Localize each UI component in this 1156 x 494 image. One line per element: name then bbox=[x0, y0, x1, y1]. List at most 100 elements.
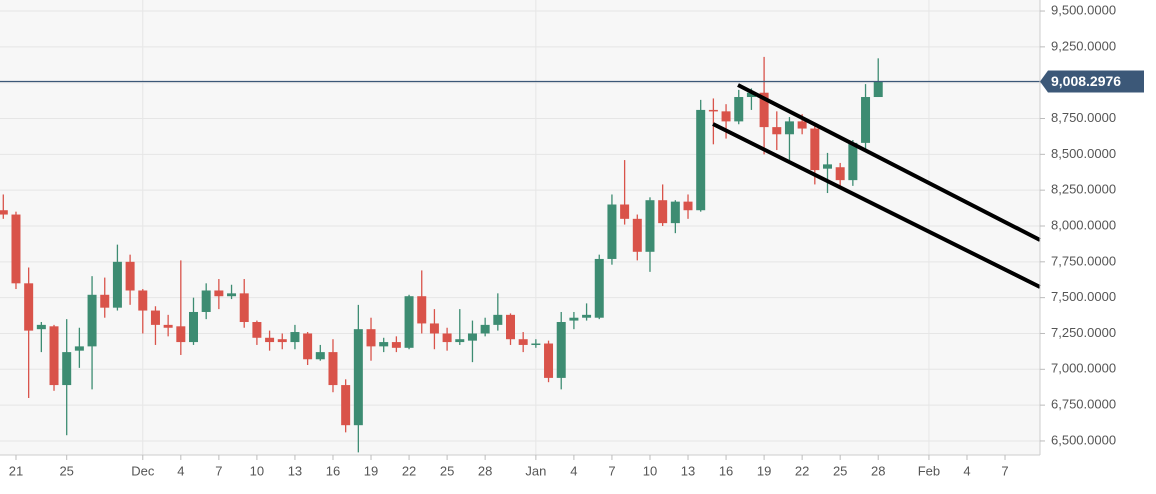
candle-body bbox=[797, 121, 807, 129]
candle-body bbox=[138, 290, 148, 311]
candle-body bbox=[480, 324, 490, 334]
candle-body bbox=[556, 322, 566, 378]
candle-body bbox=[265, 337, 275, 343]
candle-body bbox=[746, 92, 756, 98]
x-tick-label: 13 bbox=[681, 463, 695, 478]
candle-body bbox=[861, 97, 871, 143]
x-tick-label: 25 bbox=[833, 463, 847, 478]
candle-body bbox=[239, 293, 249, 323]
x-tick-label: 21 bbox=[9, 463, 23, 478]
x-tick-label: 7 bbox=[608, 463, 615, 478]
candle-body bbox=[721, 111, 731, 122]
candle-body bbox=[645, 200, 655, 252]
candle-body bbox=[759, 92, 769, 128]
candle-body bbox=[708, 109, 718, 112]
y-tick-label: 7,500.0000 bbox=[1051, 289, 1116, 304]
candles bbox=[0, 56, 1040, 453]
candle-body bbox=[506, 314, 515, 340]
x-tick-label: 10 bbox=[250, 463, 264, 478]
x-tick-label: 16 bbox=[719, 463, 733, 478]
candle-body bbox=[696, 109, 706, 211]
candle-body bbox=[176, 326, 186, 343]
candle-body bbox=[391, 342, 401, 348]
candle-body bbox=[227, 293, 237, 297]
x-tick-label: 28 bbox=[478, 463, 492, 478]
candle-body bbox=[518, 339, 528, 345]
candle-body bbox=[594, 258, 604, 318]
candle-body bbox=[544, 343, 554, 378]
y-tick-label: 8,250.0000 bbox=[1051, 182, 1116, 197]
trend-line bbox=[712, 122, 1041, 289]
candle-body bbox=[353, 329, 363, 426]
candle-body bbox=[417, 296, 427, 324]
candle-body bbox=[303, 333, 313, 360]
candle-body bbox=[848, 142, 858, 181]
x-tick-label: 13 bbox=[288, 463, 302, 478]
y-tick-label: 9,250.0000 bbox=[1051, 38, 1116, 53]
x-tick-label: 25 bbox=[59, 463, 73, 478]
x-tick-label: 19 bbox=[364, 463, 378, 478]
y-tick-label: 8,000.0000 bbox=[1051, 217, 1116, 232]
x-tick-label: 4 bbox=[177, 463, 184, 478]
candle-body bbox=[531, 343, 541, 346]
x-tick-label: Dec bbox=[131, 463, 155, 478]
candle-body bbox=[670, 201, 680, 224]
x-tick-label: Jan bbox=[525, 463, 546, 478]
y-tick-label: 8,500.0000 bbox=[1051, 146, 1116, 161]
x-tick-label: 22 bbox=[402, 463, 416, 478]
last-price-marker bbox=[1040, 70, 1144, 93]
candle-body bbox=[24, 283, 34, 331]
candle-body bbox=[442, 333, 452, 343]
x-tick-label: 7 bbox=[1001, 463, 1008, 478]
candle-body bbox=[404, 296, 414, 348]
y-tick-label: 7,750.0000 bbox=[1051, 253, 1116, 268]
y-tick-label: 9,500.0000 bbox=[1051, 2, 1116, 17]
candle-body bbox=[163, 324, 173, 328]
candle-body bbox=[734, 97, 744, 122]
candle-body bbox=[366, 329, 376, 347]
y-tick-label: 8,750.0000 bbox=[1051, 110, 1116, 125]
candle-body bbox=[87, 294, 97, 347]
candle-body bbox=[100, 294, 110, 308]
x-tick-label: 25 bbox=[440, 463, 454, 478]
candle-body bbox=[582, 314, 592, 318]
candle-body bbox=[36, 324, 46, 330]
candle-body bbox=[214, 290, 224, 297]
candle-body bbox=[189, 311, 198, 343]
y-tick-label: 7,000.0000 bbox=[1051, 361, 1116, 376]
candle-body bbox=[341, 385, 351, 426]
candle-body bbox=[328, 352, 338, 386]
candle-body bbox=[11, 214, 21, 284]
grid bbox=[0, 0, 1040, 455]
candle-body bbox=[290, 332, 300, 343]
candle-body bbox=[658, 200, 668, 224]
trend-line bbox=[737, 83, 1041, 242]
x-tick-label: 16 bbox=[326, 463, 340, 478]
y-tick-label: 6,500.0000 bbox=[1051, 432, 1116, 447]
candle-body bbox=[835, 167, 845, 181]
candle-body bbox=[125, 261, 135, 291]
x-tick-label: 10 bbox=[643, 463, 657, 478]
x-tick-label: 22 bbox=[795, 463, 809, 478]
candle-body bbox=[315, 352, 325, 360]
candle-body bbox=[569, 317, 579, 321]
x-tick-label: Feb bbox=[918, 463, 940, 478]
candle-body bbox=[455, 339, 465, 343]
plot-area bbox=[0, 0, 1040, 455]
candle-body bbox=[607, 204, 617, 259]
candle-body bbox=[784, 121, 794, 135]
candle-body bbox=[429, 323, 439, 334]
candle-body bbox=[150, 310, 160, 325]
candle-body bbox=[873, 81, 883, 98]
y-tick-label: 7,250.0000 bbox=[1051, 325, 1116, 340]
candle-body bbox=[49, 326, 59, 386]
candle-body bbox=[201, 290, 211, 312]
candle-body bbox=[74, 346, 84, 351]
candle-body bbox=[277, 339, 287, 343]
x-tick-label: 4 bbox=[963, 463, 970, 478]
candle-body bbox=[632, 218, 642, 252]
axis-labels: 6,500.0000 6,750.0000 7,000.0000 7,250.0000… bbox=[9, 2, 1144, 478]
candle-body bbox=[0, 210, 8, 215]
candle-body bbox=[379, 342, 389, 347]
